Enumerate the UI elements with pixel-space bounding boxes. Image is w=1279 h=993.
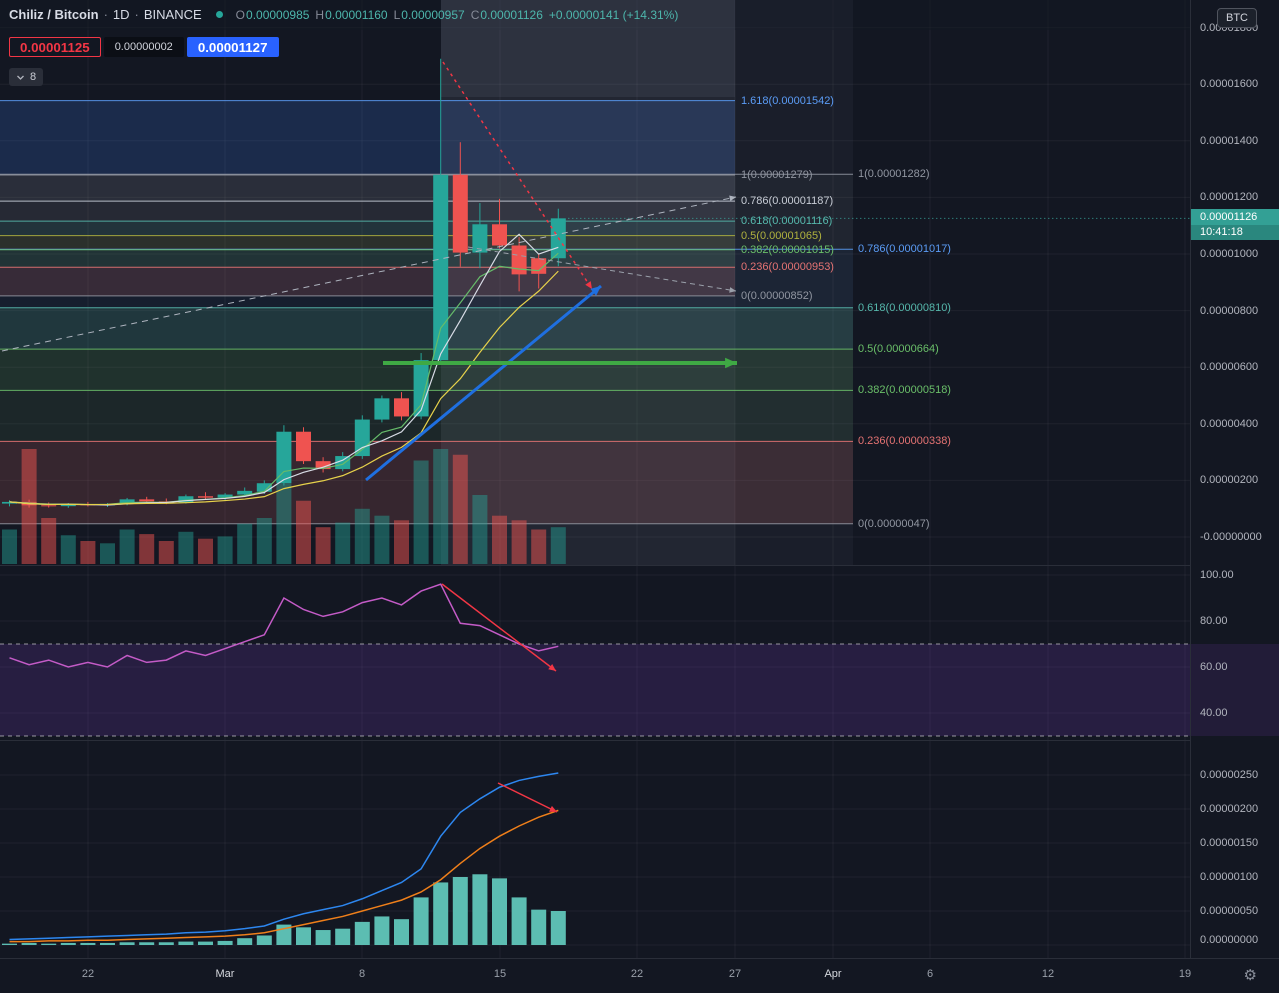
- buy-price-button[interactable]: 0.00001127: [186, 37, 279, 57]
- countdown-timer: 10:41:18: [1191, 225, 1279, 240]
- bid-ask-row: 0.00001125 0.00000002 0.00001127: [9, 37, 279, 57]
- symbol-title[interactable]: Chiliz / Bitcoin: [9, 7, 99, 22]
- spread-value: 0.00000002: [103, 37, 184, 57]
- interval-label[interactable]: 1D: [112, 7, 130, 22]
- axis-tick-label: 60.00: [1200, 661, 1228, 673]
- time-tick-label: 15: [493, 968, 507, 980]
- symbol-row: Chiliz / Bitcoin · 1D · BINANCE O 0.0000…: [9, 7, 678, 22]
- indicators-row: 8: [9, 68, 44, 86]
- chevron-down-icon: [17, 75, 24, 80]
- axis-tick-label: 0.00001600: [1200, 78, 1259, 91]
- sell-price-button[interactable]: 0.00001125: [9, 37, 101, 57]
- series-color-dot-icon: [215, 11, 223, 18]
- time-tick-label: Mar: [215, 968, 235, 980]
- axis-tick-label: -0.00000000: [1200, 531, 1262, 543]
- time-tick-label: 27: [728, 968, 742, 980]
- open-value: 0.00000985: [246, 7, 310, 22]
- chart-canvas[interactable]: [0, 0, 1190, 958]
- collapsed-indicators-chip[interactable]: 8: [9, 68, 44, 86]
- price-axis[interactable]: BTC 0.00001126 10:41:18 0.000018000.0000…: [1190, 0, 1279, 958]
- currency-badge[interactable]: BTC: [1217, 8, 1257, 28]
- axis-tick-label: 0.00000800: [1200, 304, 1259, 317]
- pane-separator[interactable]: [0, 565, 1279, 566]
- axis-tick-label: 0.00001000: [1200, 248, 1259, 260]
- axis-tick-label: 0.00001200: [1200, 191, 1259, 204]
- close-label: C: [470, 7, 480, 22]
- axis-tick-label: 0.00000000: [1200, 934, 1259, 946]
- axis-tick-label: 0.00000600: [1200, 361, 1259, 374]
- high-label: H: [315, 7, 325, 22]
- separator-dot: ·: [103, 7, 108, 22]
- axis-tick-label: 0.00000200: [1200, 803, 1259, 815]
- axis-tick-label: 40.00: [1200, 707, 1228, 719]
- axis-tick-label: 0.00000150: [1200, 837, 1259, 849]
- close-value: 0.00001126: [480, 7, 543, 22]
- pane-separator[interactable]: [0, 740, 1279, 741]
- low-value: 0.00000957: [401, 7, 465, 22]
- low-label: L: [393, 7, 401, 22]
- axis-tick-label: 0.00000250: [1200, 769, 1259, 781]
- indicator-count: 8: [30, 71, 37, 83]
- time-tick-label: 8: [358, 968, 366, 980]
- axis-tick-label: 0.00000100: [1200, 871, 1259, 883]
- time-tick-label: 19: [1178, 968, 1192, 980]
- axis-tick-label: 0.00000400: [1200, 417, 1259, 430]
- time-tick-label: 6: [926, 968, 934, 980]
- time-tick-label: 22: [630, 968, 644, 980]
- settings-gear-icon[interactable]: ⚙: [1243, 967, 1257, 984]
- axis-tick-label: 0.00001400: [1200, 134, 1259, 147]
- high-value: 0.00001160: [325, 7, 388, 22]
- axis-tick-label: 100.00: [1200, 569, 1234, 581]
- time-axis[interactable]: ⚙ 22 Mar 8 15 22 27 Apr 6 12 19: [0, 958, 1279, 993]
- change-value: +0.00000141 (+14.31%): [548, 7, 679, 22]
- time-tick-label: 12: [1041, 968, 1055, 980]
- time-tick-label: 22: [81, 968, 95, 980]
- open-label: O: [235, 7, 246, 22]
- axis-tick-label: 0.00000050: [1200, 905, 1259, 917]
- current-price: 0.00001126: [1191, 209, 1279, 225]
- axis-tick-label: 0.00000200: [1200, 474, 1259, 487]
- ohlc-readout: O 0.00000985 H 0.00001160 L 0.00000957 C…: [230, 8, 679, 22]
- current-price-badge: 0.00001126 10:41:18: [1191, 209, 1279, 240]
- separator-dot: ·: [134, 7, 139, 22]
- axis-tick-label: 80.00: [1200, 615, 1228, 627]
- rsi-band-axis-extension: [1191, 644, 1279, 736]
- exchange-label: BINANCE: [143, 7, 202, 22]
- time-tick-label: Apr: [824, 968, 842, 980]
